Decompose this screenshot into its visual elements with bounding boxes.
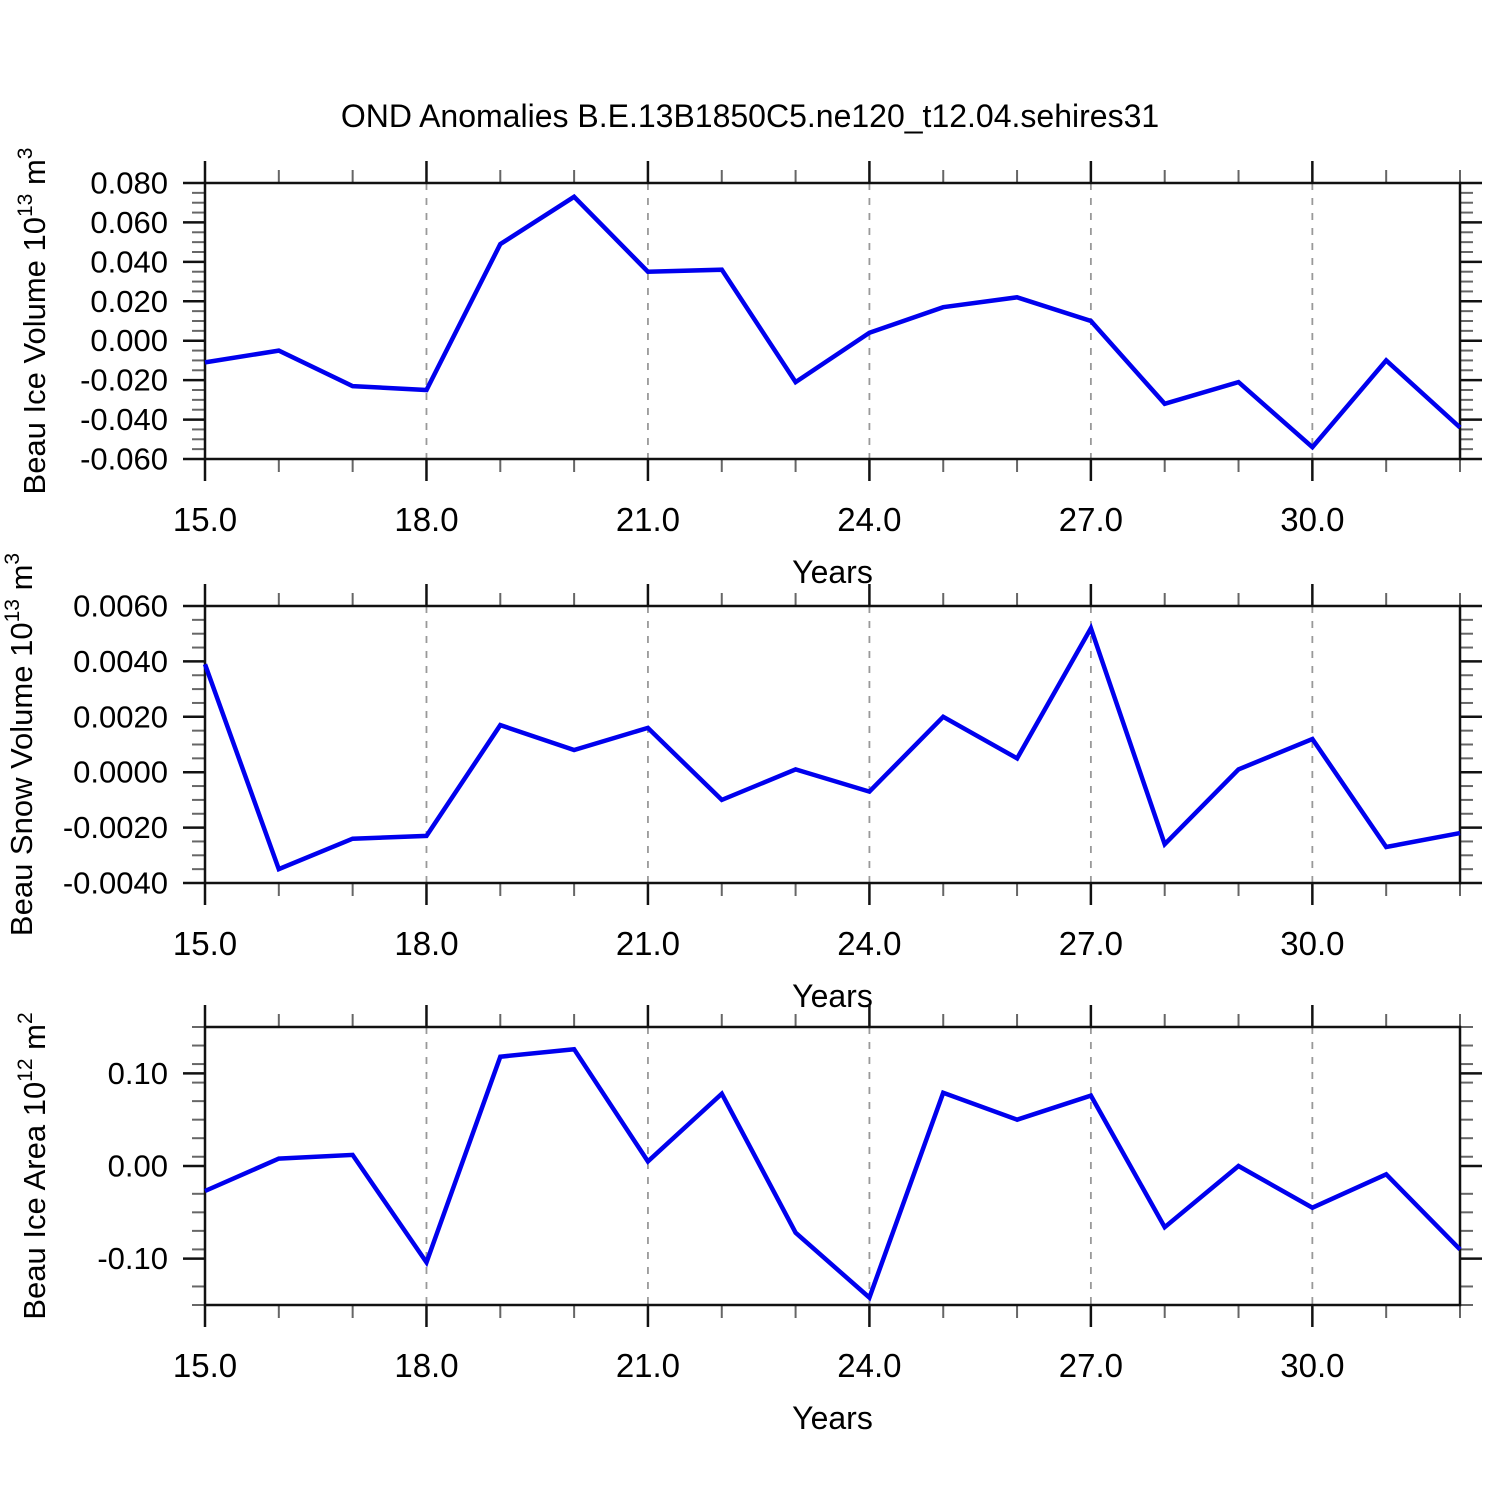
- x-axis-title: Years: [792, 554, 873, 590]
- y-tick-label: 0.0020: [73, 699, 168, 734]
- y-tick-label: -0.0040: [63, 866, 168, 901]
- plot-box: [203, 181, 1462, 461]
- y-tick-label: 0.040: [90, 244, 168, 279]
- x-tick-label: 30.0: [1280, 501, 1344, 538]
- y-tick-label: 0.0060: [73, 589, 168, 624]
- chart-title: OND Anomalies B.E.13B1850C5.ne120_t12.04…: [341, 98, 1159, 134]
- y-tick-label: -0.060: [80, 442, 168, 477]
- y-tick-label: 0.0040: [73, 644, 168, 679]
- x-tick-label: 15.0: [173, 925, 237, 962]
- x-tick-label: 24.0: [837, 501, 901, 538]
- y-axis-title: Beau Ice Area 1012​ m2​: [14, 1012, 52, 1319]
- x-tick-label: 27.0: [1059, 501, 1123, 538]
- panel-beau-snow-volume: 0.0060 0.0040 0.0020 0.0000 -0.0020 -0.004015…: [1, 553, 1482, 1014]
- x-axis-title: Years: [792, 978, 873, 1014]
- y-axis-title: Beau Snow Volume 1013​ m3​: [1, 553, 39, 936]
- x-tick-label: 15.0: [173, 1347, 237, 1384]
- x-tick-label: 24.0: [837, 925, 901, 962]
- x-tick-label: 24.0: [837, 1347, 901, 1384]
- x-tick-label: 18.0: [394, 501, 458, 538]
- x-tick-label: 15.0: [173, 501, 237, 538]
- plot-box: [203, 604, 1462, 885]
- y-tick-label: 0.10: [108, 1056, 168, 1091]
- series-line-beau-ice-volume: [204, 193, 1462, 451]
- x-tick-label: 30.0: [1280, 1347, 1344, 1384]
- x-tick-label: 27.0: [1059, 1347, 1123, 1384]
- y-axis-title: Beau Ice Volume 1013​ m3​: [14, 148, 52, 495]
- x-axis-title: Years: [792, 1400, 873, 1436]
- y-tick-label: 0.060: [90, 205, 168, 240]
- panel-beau-ice-volume: 0.080 0.060 0.040 0.020 0.000 -0.020 -0.040 -0.…: [14, 148, 1482, 590]
- x-tick-label: 21.0: [616, 501, 680, 538]
- x-tick-label: 18.0: [394, 925, 458, 962]
- x-tick-label: 27.0: [1059, 925, 1123, 962]
- y-tick-label: 0.080: [90, 166, 168, 201]
- y-tick-label: 0.00: [108, 1149, 168, 1184]
- y-tick-label: -0.020: [80, 363, 168, 398]
- plot-box: [203, 1025, 1462, 1307]
- x-tick-label: 21.0: [616, 925, 680, 962]
- y-tick-label: -0.0020: [63, 810, 168, 845]
- series-line-beau-snow-volume: [202, 622, 1461, 873]
- x-tick-label: 18.0: [394, 1347, 458, 1384]
- y-tick-label: 0.0000: [73, 755, 168, 790]
- panels-group: 0.080 0.060 0.040 0.020 0.000 -0.020 -0.040 -0.…: [1, 148, 1482, 1436]
- y-tick-label: -0.10: [97, 1241, 168, 1276]
- y-tick-label: 0.020: [90, 284, 168, 319]
- panel-beau-ice-area: 0.10 0.00 -0.10 15.0 18.0 21.0 24.0 27.0 30.0 Yea…: [14, 1005, 1482, 1436]
- series-line-beau-ice-area: [204, 1046, 1462, 1302]
- x-tick-label: 21.0: [616, 1347, 680, 1384]
- y-tick-label: -0.040: [80, 402, 168, 437]
- y-tick-label: 0.000: [90, 323, 168, 358]
- x-tick-label: 30.0: [1280, 925, 1344, 962]
